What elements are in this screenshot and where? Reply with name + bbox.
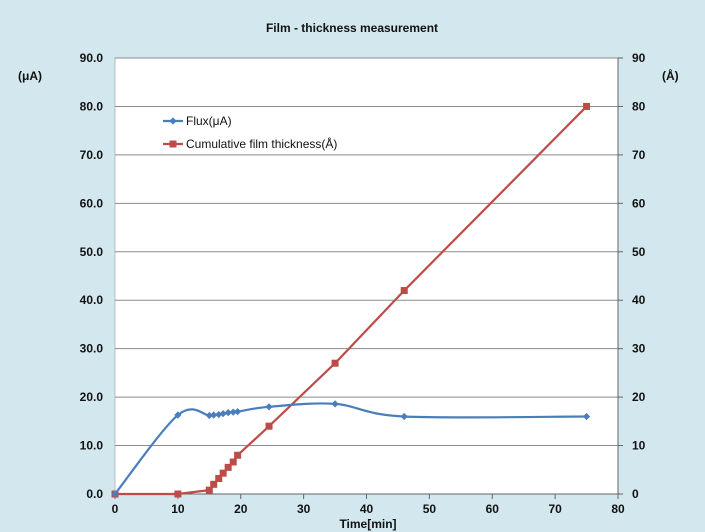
legend-label-thickness: Cumulative film thickness(Å) [186, 136, 337, 151]
y-left-tick-label: 50.0 [80, 245, 104, 259]
legend-marker-thickness [169, 140, 177, 148]
data-point-flux [215, 410, 223, 419]
chart-title: Film - thickness measurement [266, 21, 438, 35]
axes: 0.0 10.0 20.0 30.0 40.0 50.0 60.0 70.0 80.0 90.0 0… [80, 51, 646, 516]
y-right-tick-label: 40 [632, 293, 646, 307]
x-tick-label: 70 [548, 502, 562, 516]
data-point-flux [224, 409, 232, 417]
x-axis-label: Time[min] [339, 517, 396, 531]
data-point-flux [229, 408, 237, 416]
x-tick-label: 40 [360, 502, 374, 516]
series-layer [111, 102, 591, 498]
data-point-thickness [229, 458, 237, 466]
y-right-tick-label: 90 [632, 51, 646, 65]
plot-area [114, 57, 619, 495]
data-point-thickness [331, 359, 339, 367]
data-point-thickness [265, 422, 273, 430]
gridlines [115, 57, 618, 447]
legend-label-flux: Flux(μA) [186, 114, 232, 128]
y-left-tick-label: 60.0 [80, 196, 104, 210]
x-tick-label: 10 [171, 502, 185, 516]
y-right-tick-label: 10 [632, 439, 646, 453]
y-left-tick-label: 80.0 [80, 99, 104, 113]
x-tick-label: 30 [297, 502, 311, 516]
x-tick-label: 50 [423, 502, 437, 516]
y-left-tick-label: 20.0 [80, 390, 104, 404]
y-left-tick-label: 90.0 [80, 51, 104, 65]
data-point-thickness [224, 463, 232, 471]
y-right-tick-label: 30 [632, 342, 646, 356]
y-right-tick-label: 0 [632, 487, 639, 501]
y-left-tick-label: 40.0 [80, 293, 104, 307]
data-point-thickness [210, 480, 218, 488]
y-left-tick-label: 70.0 [80, 148, 104, 162]
y-left-axis-unit: (μA) [18, 69, 42, 83]
series-flux [111, 400, 591, 498]
y-left-tick-label: 0.0 [86, 487, 103, 501]
data-point-flux [582, 412, 591, 421]
x-tick-label: 20 [234, 502, 248, 516]
data-point-flux [234, 408, 242, 416]
data-point-thickness [219, 469, 227, 477]
legend: Flux(μA) Cumulative film thickness(Å) [163, 114, 337, 151]
data-point-flux [111, 490, 119, 498]
y-left-tick-label: 10.0 [80, 439, 104, 453]
data-point-thickness [174, 490, 182, 498]
x-tick-label: 60 [486, 502, 500, 516]
y-right-tick-label: 50 [632, 245, 646, 259]
data-point-thickness [215, 474, 223, 482]
y-right-tick-label: 20 [632, 390, 646, 404]
y-right-tick-label: 80 [632, 99, 646, 113]
y-right-tick-label: 70 [632, 148, 646, 162]
data-point-thickness [234, 451, 242, 459]
data-point-thickness [583, 102, 591, 110]
data-point-thickness [400, 287, 408, 295]
y-right-axis-unit: (Å) [662, 68, 679, 83]
data-point-flux [205, 411, 213, 420]
data-point-flux [331, 400, 339, 408]
data-point-flux [400, 412, 408, 421]
x-tick-label: 80 [611, 502, 625, 516]
data-point-flux [265, 403, 273, 411]
x-tick-label: 0 [112, 502, 119, 516]
data-point-thickness [205, 486, 213, 494]
data-point-flux [219, 409, 227, 418]
legend-marker-flux [169, 117, 177, 125]
data-point-flux [174, 411, 182, 419]
y-left-tick-label: 30.0 [80, 342, 104, 356]
data-point-flux [210, 411, 218, 419]
y-right-tick-label: 60 [632, 196, 646, 210]
